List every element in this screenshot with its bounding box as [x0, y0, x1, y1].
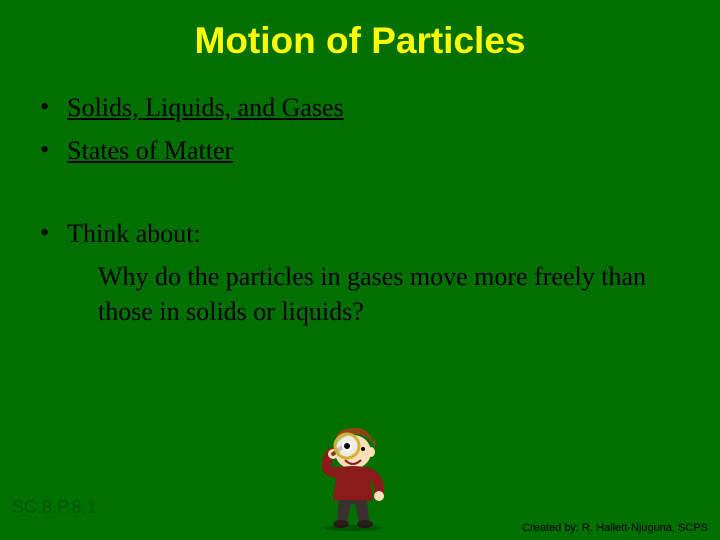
bullet-text: Think about: [67, 216, 201, 251]
credit-text: Created by: R. Hallett-Njuguna, SCPS [522, 522, 708, 534]
spacer [35, 176, 685, 216]
bullet-dot-icon: • [40, 133, 49, 167]
slide-content: • Solids, Liquids, and Gases • States of… [0, 90, 720, 329]
bullet-dot-icon: • [40, 216, 49, 250]
bullet-list-2: • Think about: [35, 216, 685, 251]
bullet-link[interactable]: Solids, Liquids, and Gases [67, 90, 344, 125]
bullet-link[interactable]: States of Matter [67, 133, 233, 168]
standard-code: SC.8.P.8.1 [12, 497, 97, 518]
bullet-item: • Think about: [35, 216, 685, 251]
bullet-dot-icon: • [40, 90, 49, 124]
bullet-list-1: • Solids, Liquids, and Gases • States of… [35, 90, 685, 168]
body-paragraph: Why do the particles in gases move more … [98, 259, 685, 329]
bullet-item: • Solids, Liquids, and Gases [35, 90, 685, 125]
slide-title: Motion of Particles [0, 0, 720, 90]
bullet-item: • States of Matter [35, 133, 685, 168]
boy-magnifier-icon [295, 422, 415, 532]
